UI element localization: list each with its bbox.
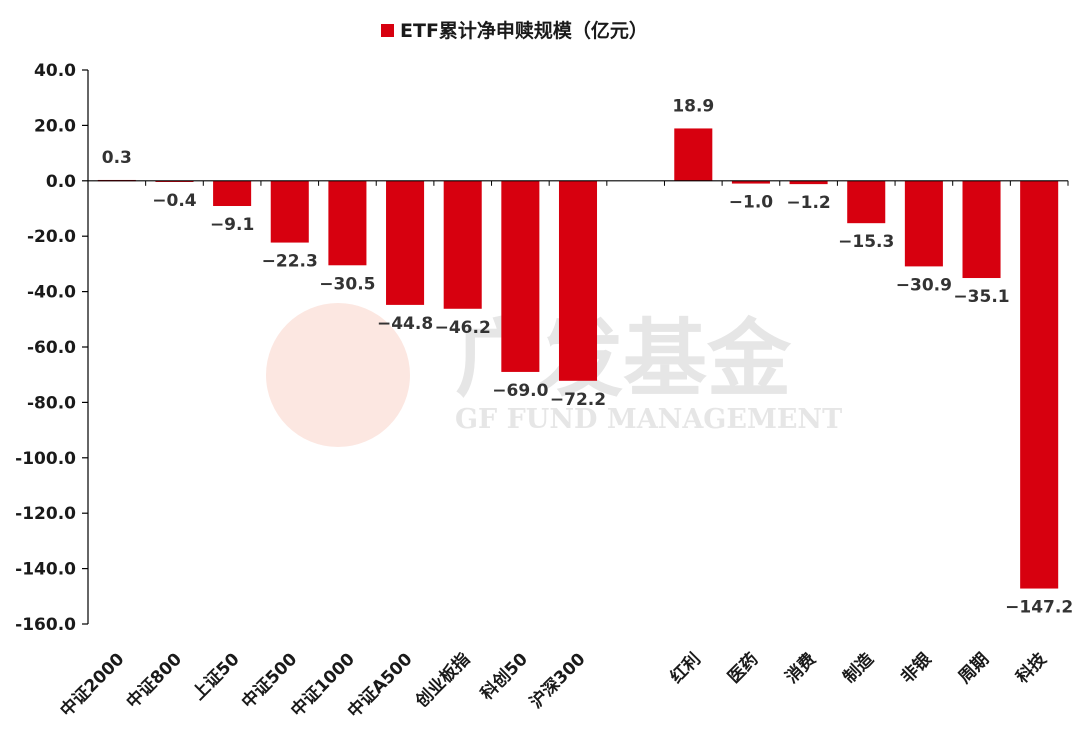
bar: [443, 180, 482, 309]
data-label: −15.3: [838, 232, 894, 252]
bar: [328, 180, 367, 266]
data-label: −22.3: [262, 252, 318, 272]
category-label: 上证50: [189, 649, 244, 704]
legend-swatch: [381, 24, 394, 37]
y-tick-label: 0.0: [46, 172, 76, 192]
bar: [962, 180, 1001, 279]
y-tick-label: -120.0: [15, 504, 76, 524]
category-label: 中证800: [122, 649, 186, 713]
y-tick-label: -80.0: [27, 393, 76, 413]
bar: [847, 180, 886, 224]
category-label: 创业板指: [411, 649, 475, 713]
bar: [1020, 180, 1059, 589]
category-label: 科创50: [476, 649, 532, 705]
y-tick-label: -160.0: [15, 615, 76, 635]
category-label: 科技: [1012, 648, 1052, 688]
bar: [270, 180, 309, 243]
data-label: −35.1: [953, 287, 1009, 307]
data-label: −69.0: [492, 381, 548, 401]
category-label: 非银: [897, 648, 937, 688]
data-label: 0.3: [102, 148, 132, 168]
y-tick-label: -100.0: [15, 449, 76, 469]
y-tick-label: -60.0: [27, 338, 76, 358]
bar: [674, 128, 713, 181]
category-label: 红利: [666, 649, 705, 688]
y-tick-label: -40.0: [27, 283, 76, 303]
data-label: 18.9: [672, 96, 714, 116]
bar: [386, 180, 425, 305]
legend: ETF累计净申赎规模（亿元）: [381, 19, 648, 42]
watermark-en: GF FUND MANAGEMENT: [455, 404, 842, 435]
legend-label: ETF累计净申赎规模（亿元）: [400, 19, 648, 42]
y-axis: 40.0 20.0 0.0 -20.0 -40.0 -60.0 -80.0 -100.0 -12…: [15, 61, 89, 635]
data-label: −30.5: [319, 274, 375, 294]
bar: [213, 180, 252, 207]
data-label: −0.4: [152, 191, 197, 211]
data-label: −1.0: [729, 193, 774, 213]
y-tick-label: -140.0: [15, 560, 76, 580]
category-label: 医药: [724, 649, 763, 688]
y-tick-label: 40.0: [34, 61, 76, 81]
bar: [731, 180, 770, 184]
category-label: 制造: [839, 648, 879, 688]
bar: [789, 180, 828, 185]
x-axis: [87, 180, 1069, 186]
y-tick-label: 20.0: [34, 116, 76, 136]
data-label: −46.2: [435, 318, 491, 338]
data-label: −72.2: [550, 390, 606, 410]
data-label: −1.2: [786, 193, 830, 213]
bar: [904, 180, 943, 267]
data-label: −9.1: [210, 215, 254, 235]
bars: [97, 128, 1059, 589]
data-labels: 0.3 −0.4 −9.1 −22.3−30.5−44.8 −46.2 −69.0 −72.…: [102, 96, 1073, 617]
data-label: −44.8: [377, 314, 433, 334]
category-label: 周期: [955, 649, 993, 687]
y-tick-label: -20.0: [27, 227, 76, 247]
bar: [501, 180, 540, 372]
bar: [558, 180, 598, 381]
data-label: −30.9: [896, 275, 952, 295]
watermark: 广发基金 GF FUND MANAGEMENT: [266, 303, 842, 447]
category-label: 消费: [781, 649, 820, 688]
data-label: −147.2: [1005, 598, 1073, 618]
category-label: 中证2000: [56, 649, 128, 721]
category-label: 沪深300: [526, 649, 590, 713]
watermark-logo-circle: [266, 303, 410, 447]
